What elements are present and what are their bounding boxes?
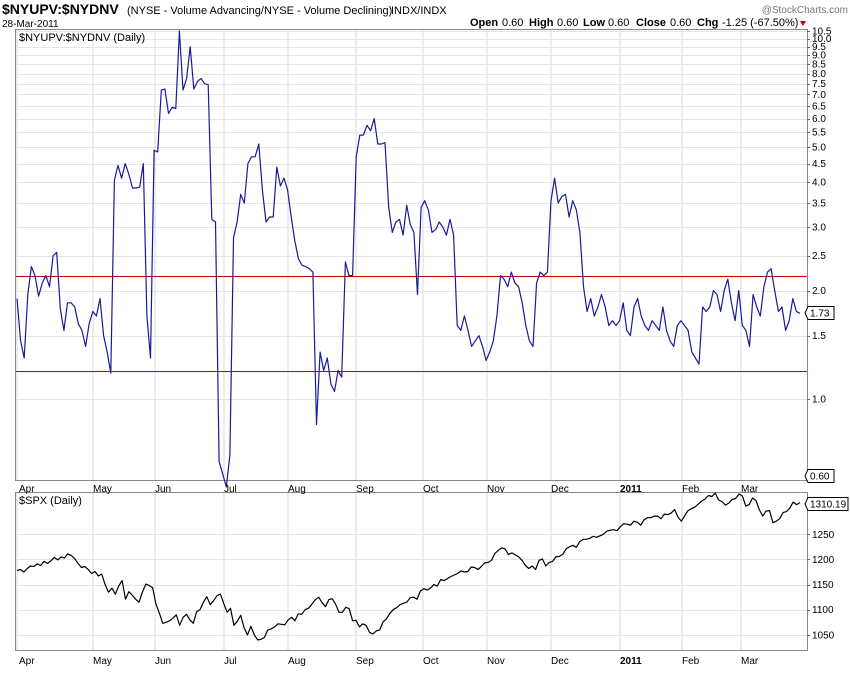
bottom-x-label: Jun: [155, 656, 171, 667]
bottom-panel-title: $SPX (Daily): [19, 495, 82, 507]
top-x-label: Mar: [741, 484, 759, 495]
top-y-tick-label: 2.0: [812, 286, 826, 297]
top-x-label: Jun: [155, 484, 171, 495]
top-y-tick-label: 8.0: [812, 69, 826, 80]
ratio-line: [16, 30, 801, 488]
top-x-axis: Apr May Jun Jul Aug Sep Oct Nov Dec 2011 Feb Mar: [19, 484, 759, 495]
top-y-tick-label: 9.5: [812, 42, 826, 53]
top-gridlines: [16, 30, 807, 480]
bottom-x-label: Feb: [682, 656, 700, 667]
high-value: 0.60: [557, 17, 578, 29]
top-x-label: Dec: [551, 484, 569, 495]
top-panel: [15, 29, 808, 481]
min-value-label-box: [804, 469, 835, 483]
close-label: Close: [636, 17, 666, 29]
top-y-tick-label: 7.5: [812, 79, 826, 90]
spx-series: [16, 492, 801, 641]
top-x-label: May: [93, 484, 112, 495]
bottom-panel: [15, 492, 808, 651]
bottom-x-label: Mar: [741, 656, 759, 667]
bottom-x-axis: Apr May Jun Jul Aug Sep Oct Nov Dec 2011 Feb Mar: [19, 656, 759, 667]
down-arrow-icon: [800, 21, 806, 26]
top-y-tick-label: 3.0: [812, 223, 826, 234]
top-y-tick-label: 7.0: [812, 90, 826, 101]
chart-date: 28-Mar-2011: [2, 19, 59, 30]
bottom-x-label: Nov: [487, 656, 505, 667]
bottom-y-axis: 1250 1200 1150 1100 1050: [807, 530, 835, 641]
top-x-label: Apr: [19, 484, 35, 495]
top-x-label: Aug: [288, 484, 306, 495]
bottom-x-label: Jul: [224, 656, 237, 667]
spx-last-value-label-box: [804, 497, 849, 511]
top-y-tick-label: 10.0: [812, 34, 832, 45]
bottom-x-label: Aug: [288, 656, 306, 667]
top-x-label: Nov: [487, 484, 505, 495]
bottom-y-tick-label: 1150: [812, 580, 834, 591]
top-y-tick-label: 1.5: [812, 331, 826, 342]
value-markers: 1.73 0.60 1310.19: [804, 306, 849, 511]
open-value: 0.60: [502, 17, 523, 29]
chg-value: -1.25 (-67.50%): [722, 17, 798, 29]
bottom-x-label: Apr: [19, 656, 35, 667]
top-y-tick-label: 6.5: [812, 102, 826, 113]
min-value-label: 0.60: [810, 472, 830, 483]
bottom-x-label: 2011: [620, 656, 642, 667]
exchange-label: INDX/INDX: [391, 5, 447, 17]
top-y-tick-label: 3.5: [812, 199, 826, 210]
top-x-label: Oct: [423, 484, 439, 495]
last-value-label-box: [804, 306, 835, 320]
spx-line: [16, 492, 801, 641]
bottom-x-label: May: [93, 656, 112, 667]
chg-label: Chg: [697, 17, 718, 29]
top-y-tick-label: 5.5: [812, 128, 826, 139]
top-x-label: Sep: [356, 484, 374, 495]
top-y-tick-label: 1.0: [812, 395, 826, 406]
top-x-label: 2011: [620, 484, 642, 495]
symbol-description: (NYSE - Volume Advancing/NYSE - Volume D…: [127, 5, 392, 17]
ratio-series: [16, 30, 801, 488]
top-panel-title: $NYUPV:$NYDNV (Daily): [19, 32, 145, 44]
top-y-tick-label: 4.5: [812, 159, 826, 170]
last-value-label: 1.73: [810, 309, 830, 320]
top-y-tick-label: 2.5: [812, 251, 826, 262]
top-y-axis: 10.510.09.59.08.58.07.57.06.56.0 5.5 5.0 4.…: [807, 27, 832, 406]
top-y-tick-label: 5.0: [812, 143, 826, 154]
symbol-title: $NYUPV:$NYDNV: [2, 1, 119, 17]
bottom-y-tick-label: 1200: [812, 555, 835, 566]
bottom-x-label: Dec: [551, 656, 569, 667]
bottom-x-label: Oct: [423, 656, 439, 667]
top-y-tick-label: 10.5: [812, 27, 832, 38]
low-label: Low: [583, 17, 605, 29]
top-x-label: Jul: [224, 484, 237, 495]
top-y-tick-label: 8.5: [812, 60, 826, 71]
bottom-gridlines: [16, 493, 807, 650]
top-y-tick-label: 4.0: [812, 178, 826, 189]
low-value: 0.60: [608, 17, 629, 29]
top-y-tick-label: 9.0: [812, 51, 826, 62]
spx-last-value-label: 1310.19: [810, 500, 847, 511]
bottom-x-label: Sep: [356, 656, 374, 667]
top-y-tick-label: 6.0: [812, 114, 826, 125]
close-value: 0.60: [670, 17, 691, 29]
bottom-y-tick-label: 1100: [812, 605, 834, 616]
top-x-label: Feb: [682, 484, 700, 495]
bottom-y-tick-label: 1050: [812, 630, 835, 641]
high-label: High: [529, 17, 554, 29]
watermark: @StockCharts.com: [762, 5, 848, 16]
open-label: Open: [470, 17, 498, 29]
reference-lines: [16, 276, 807, 372]
bottom-y-tick-label: 1250: [812, 530, 835, 541]
